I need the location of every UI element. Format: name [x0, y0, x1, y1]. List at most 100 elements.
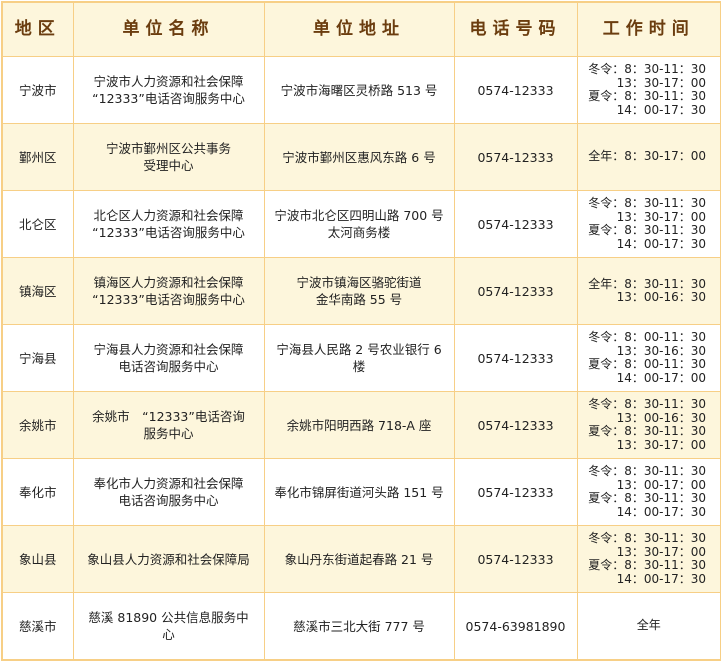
- header-hours: 工作时间: [576, 1, 721, 57]
- phone-cell: 0574-12333: [453, 56, 578, 124]
- name-cell: 镇海区人力资源和社会保障 “12333”电话咨询服务中心: [72, 257, 265, 325]
- address-line: 金华南路 55 号: [315, 292, 403, 307]
- address-line: 慈溪市三北大街 777 号: [293, 618, 425, 634]
- address-line: 宁波市海曙区灵桥路 513 号: [280, 82, 438, 98]
- address-cell: 慈溪市三北大街 777 号: [263, 592, 455, 661]
- hours-line: 夏令：8：00-11：30: [588, 357, 706, 371]
- name-line: 电话咨询服务中心: [118, 493, 219, 508]
- address-line: 宁波市北仑区四明山路 700 号: [274, 208, 444, 223]
- hours-line: 13：30-17：00: [616, 544, 706, 559]
- phone-cell: 0574-12333: [453, 123, 578, 191]
- address-line: 奉化市锦屏街道河头路 151 号: [274, 484, 444, 500]
- region-cell: 宁海县: [1, 324, 74, 392]
- hours-line: 冬令：8：30-11：30: [588, 531, 706, 545]
- header-phone: 电话号码: [453, 1, 578, 57]
- name-line: 心: [162, 627, 175, 642]
- phone-cell: 0574-12333: [453, 458, 578, 526]
- table-row: 余姚市 余姚市 “12333”电话咨询 服务中心 余姚市阳明西路 718-A 座 057…: [1, 391, 721, 459]
- name-cell: 奉化市人力资源和社会保障 电话咨询服务中心: [72, 458, 265, 526]
- name-cell: 宁波市鄞州区公共事务 受理中心: [72, 123, 265, 191]
- address-line: 宁波市镇海区骆驼街道: [296, 275, 422, 290]
- header-row: 地区 单位名称 单位地址 电话号码 工作时间: [1, 1, 721, 57]
- name-line: 象山县人力资源和社会保障局: [87, 551, 250, 567]
- hours-line: 14：00-17：30: [616, 504, 706, 519]
- phone-cell: 0574-12333: [453, 391, 578, 459]
- table-row: 北仑区 北仑区人力资源和社会保障 “12333”电话咨询服务中心 宁波市北仑区四明山路…: [1, 190, 721, 258]
- name-line: 北仑区人力资源和社会保障: [93, 208, 244, 223]
- hours-cell: 冬令：8：30-11：30 13：30-17：00 夏令：8：30-11：30 14：…: [576, 190, 721, 258]
- name-line: 宁波市人力资源和社会保障: [93, 74, 244, 89]
- hours-line: 冬令：8：00-11：30: [588, 330, 706, 344]
- hours-line: 冬令：8：30-11：30: [588, 62, 706, 76]
- hours-line: 13：30-17：00: [616, 437, 706, 452]
- address-cell: 奉化市锦屏街道河头路 151 号: [263, 458, 455, 526]
- hours-line: 全年: [636, 618, 661, 633]
- name-line: “12333”电话咨询服务中心: [92, 91, 245, 106]
- address-line: 余姚市阳明西路 718-A 座: [286, 417, 432, 433]
- hours-cell: 冬令：8：00-11：30 13：30-16：30 夏令：8：00-11：30 14：…: [576, 324, 721, 392]
- address-cell: 宁波市鄞州区惠风东路 6 号: [263, 123, 455, 191]
- name-line: 服务中心: [143, 426, 194, 441]
- address-line: 宁海县人民路 2 号农业银行 6: [276, 342, 442, 357]
- region-cell: 宁波市: [1, 56, 74, 124]
- hours-cell: 冬令：8：30-11：30 13：30-17：00 夏令：8：30-11：30 14：…: [576, 56, 721, 124]
- address-cell: 宁海县人民路 2 号农业银行 6 楼: [263, 324, 455, 392]
- hours-line: 13：00-16：30: [616, 290, 706, 304]
- name-line: 宁海县人力资源和社会保障: [93, 342, 244, 357]
- name-cell: 慈溪 81890 公共信息服务中心: [72, 592, 265, 661]
- hours-cell: 全年: [576, 592, 721, 661]
- name-line: 受理中心: [143, 158, 194, 173]
- hours-line: 14：00-17：30: [616, 102, 706, 117]
- region-cell: 北仑区: [1, 190, 74, 258]
- region-cell: 象山县: [1, 525, 74, 593]
- address-line: 宁波市鄞州区惠风东路 6 号: [282, 149, 436, 165]
- name-line: “12333”电话咨询服务中心: [92, 292, 245, 307]
- hours-cell: 全年：8：30-17：00: [576, 123, 721, 191]
- region-cell: 鄞州区: [1, 123, 74, 191]
- hours-line: 冬令：8：30-11：30: [588, 464, 706, 478]
- hours-line: 14：00-17：00: [616, 370, 706, 385]
- name-cell: 象山县人力资源和社会保障局: [72, 525, 265, 593]
- hours-cell: 冬令：8：30-11：30 13：00-17：00 夏令：8：30-11：30 14：…: [576, 458, 721, 526]
- table-row: 宁波市 宁波市人力资源和社会保障 “12333”电话咨询服务中心 宁波市海曙区灵桥路 …: [1, 56, 721, 124]
- name-line: 电话咨询服务中心: [118, 359, 219, 374]
- address-line: 楼: [352, 359, 366, 374]
- name-line: 宁波市鄞州区公共事务: [105, 141, 231, 156]
- phone-cell: 0574-12333: [453, 257, 578, 325]
- hours-line: 夏令：8：30-11：30: [588, 223, 706, 237]
- hours-line: 14：00-17：30: [616, 571, 706, 586]
- hours-line: 冬令：8：30-11：30: [588, 196, 706, 210]
- hours-line: 13：30-17：00: [616, 209, 706, 224]
- phone-cell: 0574-12333: [453, 324, 578, 392]
- address-cell: 余姚市阳明西路 718-A 座: [263, 391, 455, 459]
- hours-line: 冬令：8：30-11：30: [588, 397, 706, 411]
- table-row: 象山县 象山县人力资源和社会保障局 象山丹东街道起春路 21 号 0574-12333…: [1, 525, 721, 593]
- hours-cell: 冬令：8：30-11：30 13：30-17：00 夏令：8：30-11：30 14：…: [576, 525, 721, 593]
- address-cell: 宁波市镇海区骆驼街道 金华南路 55 号: [263, 257, 455, 325]
- hours-line: 13：30-17：00: [616, 75, 706, 90]
- name-line: “12333”电话咨询服务中心: [92, 225, 245, 240]
- phone-cell: 0574-63981890: [453, 592, 578, 661]
- hours-line: 13：30-16：30: [616, 343, 706, 358]
- table-row: 鄞州区 宁波市鄞州区公共事务 受理中心 宁波市鄞州区惠风东路 6 号 0574-1233…: [1, 123, 721, 191]
- hours-line: 全年：8：30-17：00: [588, 149, 706, 164]
- table-row: 镇海区 镇海区人力资源和社会保障 “12333”电话咨询服务中心 宁波市镇海区骆驼街道…: [1, 257, 721, 325]
- hours-line: 全年：8：30-11：30: [588, 276, 706, 291]
- address-cell: 象山丹东街道起春路 21 号: [263, 525, 455, 593]
- hours-line: 夏令：8：30-11：30: [588, 491, 706, 505]
- hours-line: 夏令：8：30-11：30: [588, 558, 706, 572]
- region-cell: 慈溪市: [1, 592, 74, 661]
- name-line: 余姚市 “12333”电话咨询: [92, 409, 245, 424]
- hours-line: 14：00-17：30: [616, 236, 706, 251]
- header-address: 单位地址: [263, 1, 455, 57]
- name-cell: 宁海县人力资源和社会保障 电话咨询服务中心: [72, 324, 265, 392]
- hours-line: 13：00-17：00: [616, 477, 706, 492]
- region-cell: 镇海区: [1, 257, 74, 325]
- name-cell: 宁波市人力资源和社会保障 “12333”电话咨询服务中心: [72, 56, 265, 124]
- address-cell: 宁波市海曙区灵桥路 513 号: [263, 56, 455, 124]
- phone-cell: 0574-12333: [453, 190, 578, 258]
- hours-line: 13：00-16：30: [616, 410, 706, 425]
- name-line: 镇海区人力资源和社会保障: [93, 275, 244, 290]
